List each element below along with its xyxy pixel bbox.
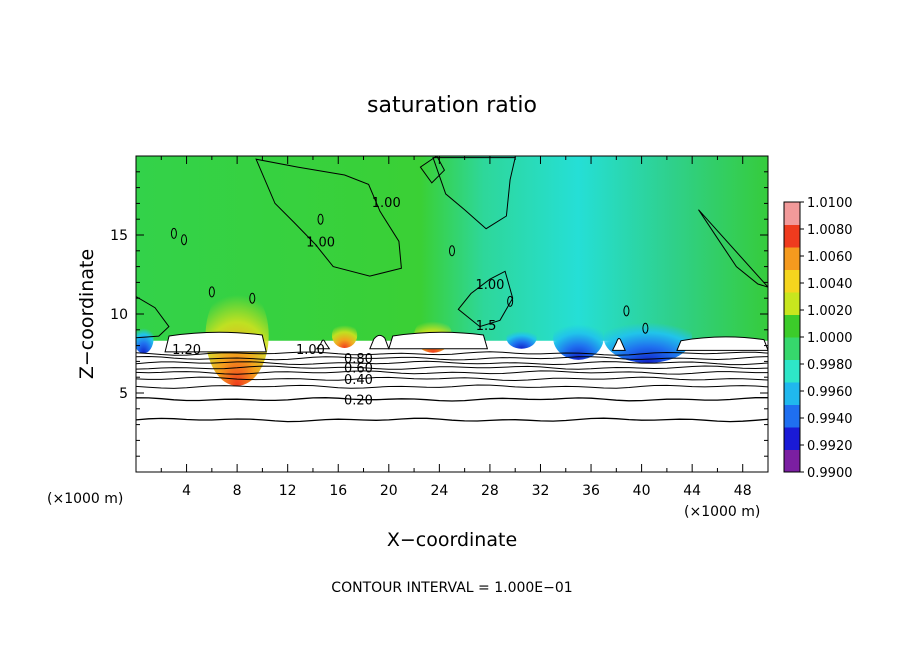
contour-blob: [317, 213, 324, 225]
cloud-region: [164, 331, 267, 353]
x-unit-left: (×1000 m): [47, 491, 123, 507]
contour-blob: [449, 245, 455, 257]
warm-patch: [331, 322, 358, 348]
contour-labels: 1.20 1.00 0.800.600.40 0.20 1.00 1.00 1.00 1.5: [172, 196, 504, 409]
x-tick-label: 4: [182, 483, 191, 499]
colorbar-swatch: [784, 224, 800, 248]
colorbar-tick-label: 1.0080: [807, 223, 853, 238]
colorbar-swatch: [784, 292, 800, 315]
contour-line: [136, 397, 768, 402]
cool-patch: [136, 321, 154, 354]
contour-line: [136, 355, 768, 361]
cloud-region: [676, 336, 768, 351]
contour-label: 1.00: [296, 343, 325, 358]
contour-label: 1.20: [172, 343, 201, 358]
cool-patch: [506, 326, 537, 349]
colorbar-swatch: [784, 202, 800, 225]
contour-label: 1.00: [306, 235, 335, 250]
contour-blob: [181, 234, 188, 246]
colorbar-swatch: [784, 269, 800, 293]
colorbar-swatch: [784, 314, 800, 338]
contour-label: 0.60: [344, 362, 373, 377]
cool-patch: [553, 315, 604, 360]
x-tick-label: 48: [734, 483, 752, 499]
x-tick-label: 24: [430, 483, 448, 499]
contour-label: 1.5: [476, 319, 497, 334]
cloud-region: [388, 331, 489, 350]
colorbar-tick-label: 1.0060: [807, 250, 853, 265]
colorbar-swatch: [784, 247, 800, 270]
x-tick-label: 44: [683, 483, 701, 499]
contour-label: 1.00: [372, 196, 401, 211]
contour-line: [136, 351, 768, 356]
colorbar-tick-label: 1.0040: [807, 277, 853, 292]
contour-blob: [249, 292, 256, 304]
x-tick-label: 32: [532, 483, 550, 499]
x-tick-label: 16: [329, 483, 347, 499]
colorbar-swatch: [784, 449, 800, 473]
colorbar-tick-label: 0.9980: [807, 358, 853, 373]
colorbar-swatch: [784, 427, 800, 450]
colorbar-swatch: [784, 404, 800, 428]
contour-line: [457, 270, 514, 328]
colorbar-swatch: [784, 337, 800, 360]
colorbar-tick-label: 0.9960: [807, 385, 853, 400]
contour-blob: [170, 227, 177, 239]
y-tick-label: 5: [119, 386, 128, 402]
contour-label: 0.20: [344, 393, 373, 408]
x-tick-label: 20: [380, 483, 398, 499]
cloud-region: [315, 339, 331, 350]
x-axis-label: X−coordinate: [387, 529, 517, 551]
x-tick-label: 40: [633, 483, 651, 499]
x-tick-label: 8: [233, 483, 242, 499]
contour-interval-text: CONTOUR INTERVAL = 1.000E−01: [331, 580, 572, 596]
x-tick-label: 12: [279, 483, 297, 499]
cool-patch: [603, 312, 693, 363]
saturation-field: [136, 156, 768, 472]
contour-line: [255, 158, 402, 277]
x-axis: 4 8 12 16 20 24 28 32 36 40 44 48: [160, 156, 752, 499]
contour-line: [136, 365, 768, 370]
cloud-region: [369, 334, 390, 350]
contour-line: [419, 156, 446, 184]
contour-label: 0.40: [344, 373, 373, 388]
colorbar-tick-label: 0.9920: [807, 439, 853, 454]
contour-label: 0.80: [344, 352, 373, 367]
contour-line: [136, 417, 768, 423]
x-tick-label: 36: [582, 483, 600, 499]
colorbar-tick-label: 1.0020: [807, 304, 853, 319]
colorbar-swatch: [784, 359, 800, 383]
x-tick-label: 28: [481, 483, 499, 499]
colorbar-tick-label: 0.9900: [807, 466, 853, 481]
x-unit-right: (×1000 m): [684, 504, 760, 520]
colorbar-tick-label: 0.9940: [807, 412, 853, 427]
y-axis: 5 10 15: [110, 171, 768, 457]
contour-blob: [623, 305, 630, 317]
colorbar: 1.0100 1.0080 1.0060 1.0040 1.0020 1.0000 0.99…: [783, 196, 853, 481]
colorbar-swatch: [784, 382, 800, 405]
contour-label: 1.00: [475, 278, 504, 293]
y-axis-label: Z−coordinate: [76, 249, 98, 379]
contour-line: [136, 376, 768, 382]
contour-line: [136, 384, 768, 389]
chart-title: saturation ratio: [367, 93, 537, 118]
colorbar-tick-label: 1.0000: [807, 331, 853, 346]
contour-line: [698, 209, 768, 288]
contour-blob: [208, 286, 215, 298]
cloud-region: [611, 338, 626, 351]
contour-line: [136, 360, 768, 366]
contour-line: [432, 157, 516, 230]
contour-lines: [136, 156, 768, 423]
y-tick-label: 15: [110, 228, 128, 244]
contour-blob: [642, 322, 649, 334]
contour-line: [136, 370, 768, 375]
contour-blob: [507, 295, 514, 307]
plot-area: 1.20 1.00 0.800.600.40 0.20 1.00 1.00 1.00 1.5: [135, 155, 769, 473]
colorbar-tick-label: 1.0100: [807, 196, 853, 211]
contour-line: [136, 296, 170, 339]
y-tick-label: 10: [110, 307, 128, 323]
